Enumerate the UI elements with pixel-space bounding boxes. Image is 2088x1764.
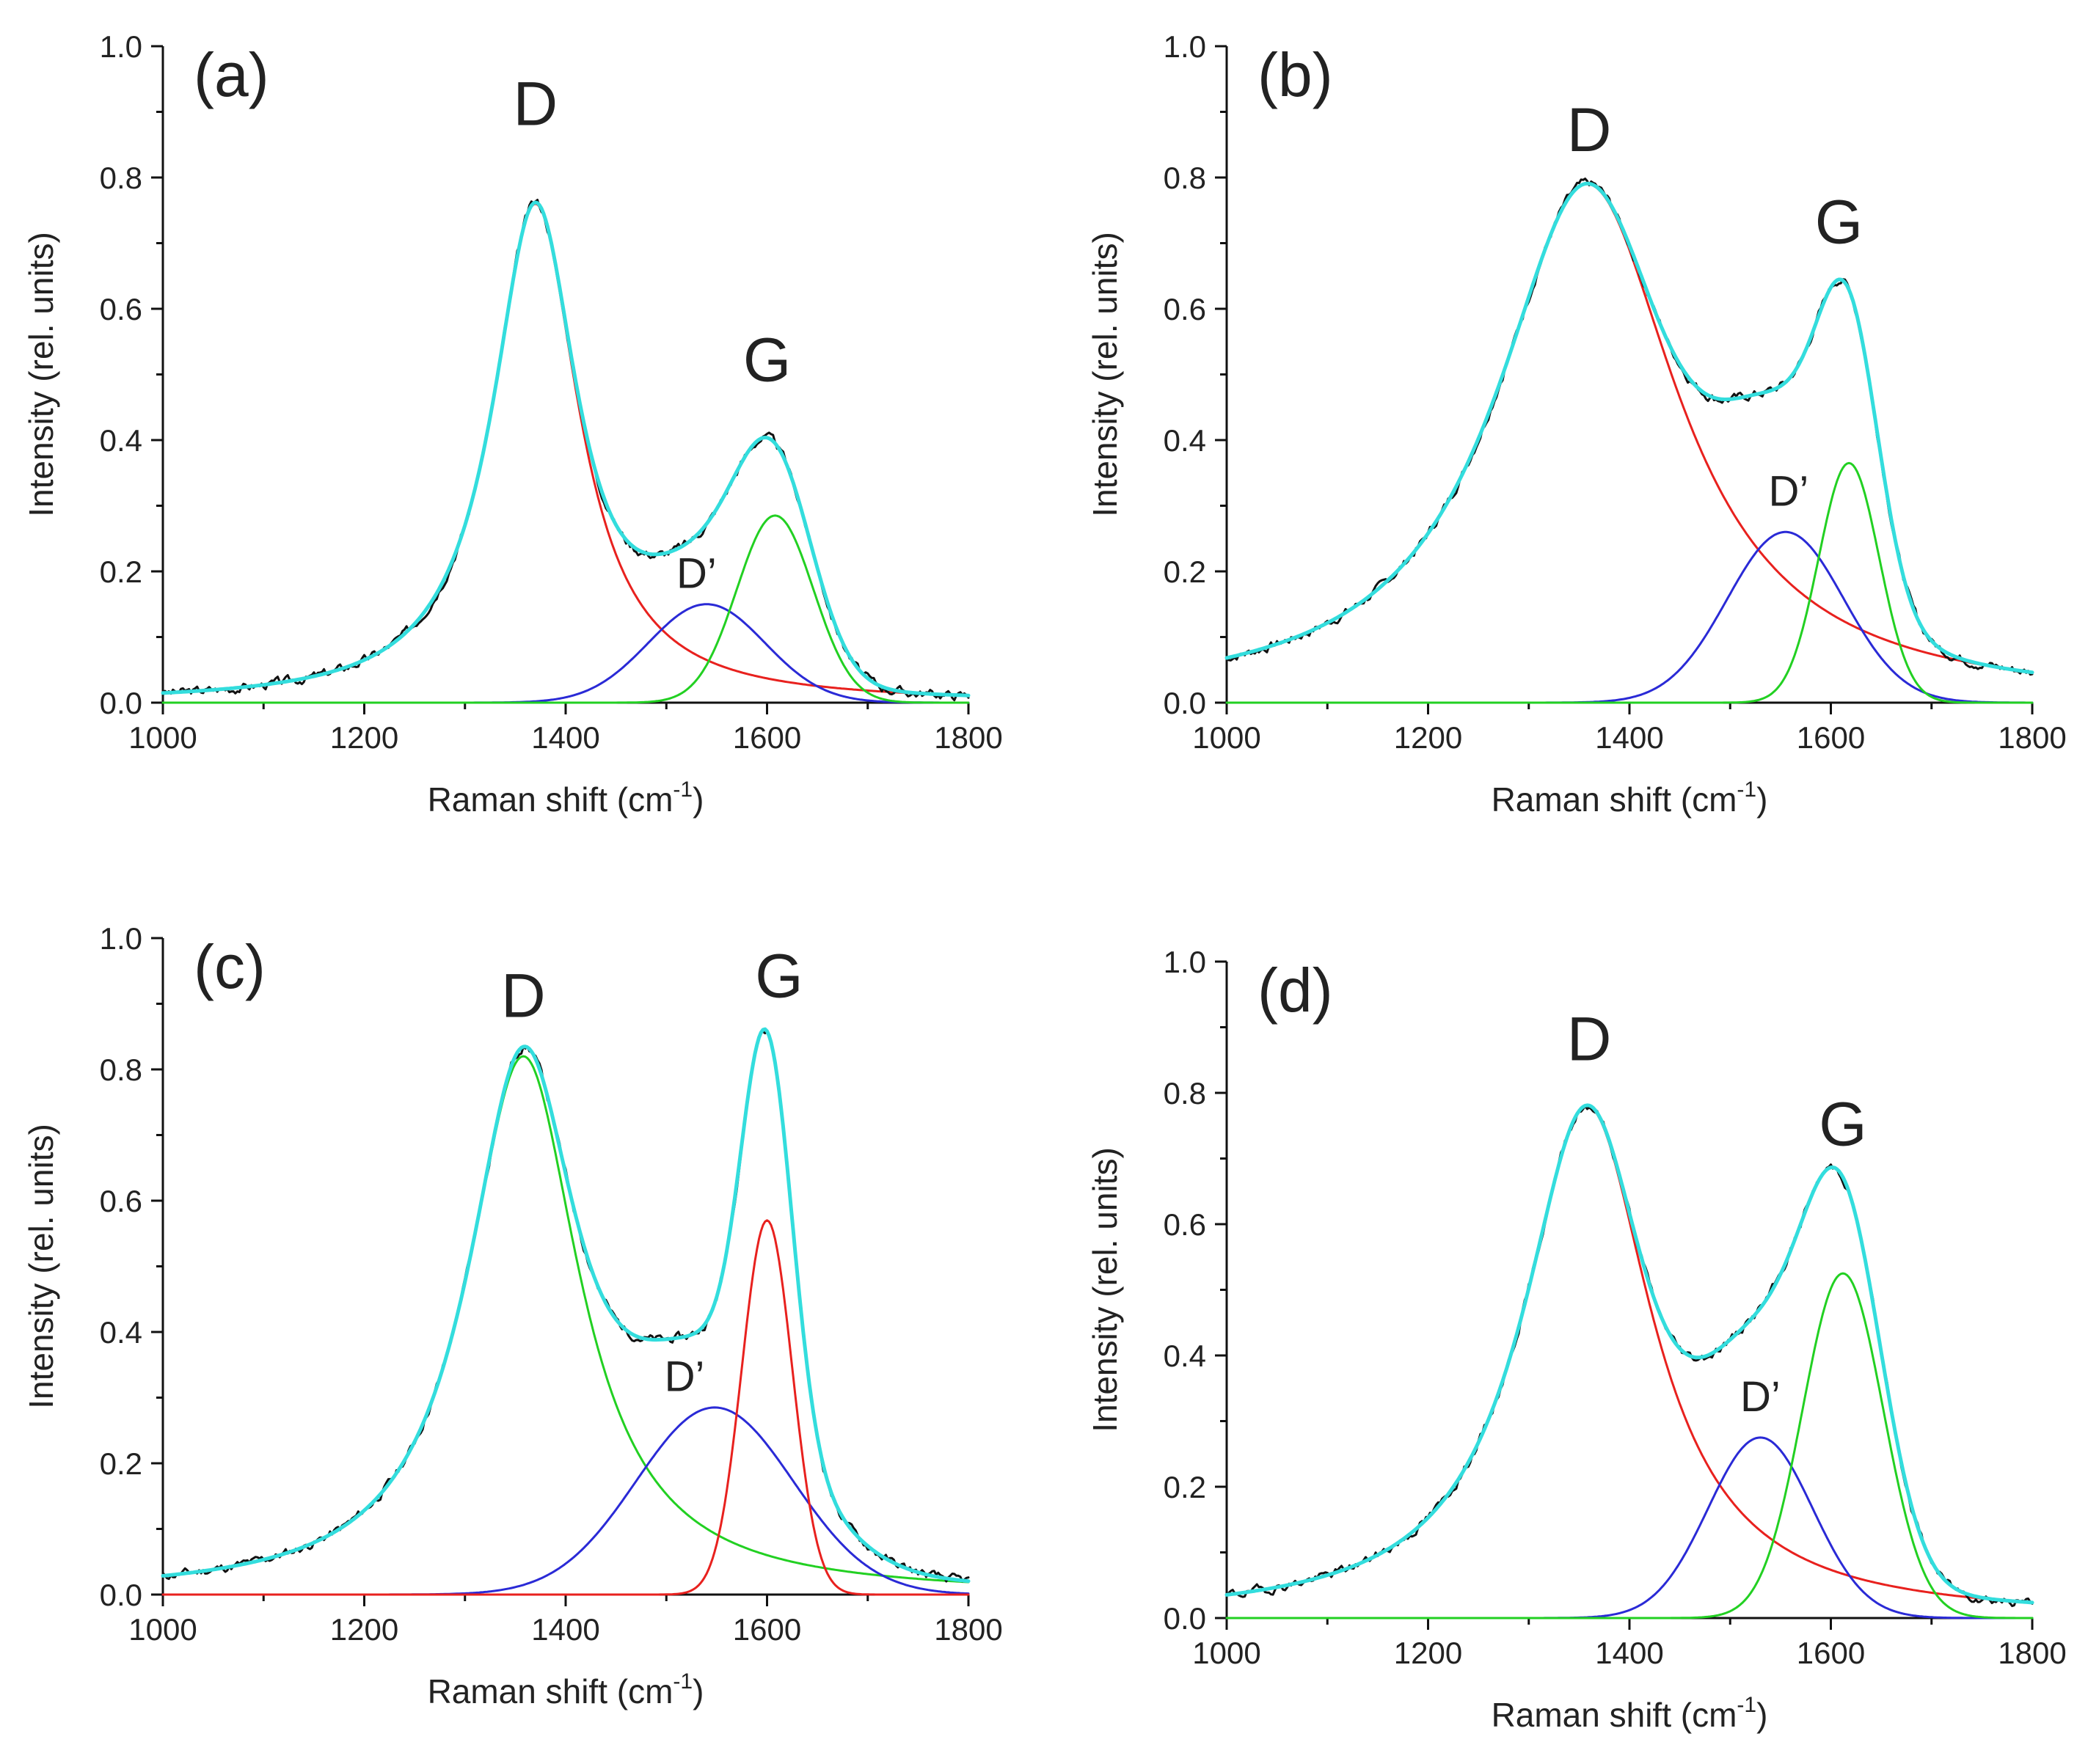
cumulative-fit-curve (161, 1027, 971, 1584)
y-tick-label: 1.0 (100, 29, 142, 64)
y-tick-label: 0.6 (1164, 1207, 1206, 1242)
panel-c: 1000 1200 1400 1600 1800 0.0 0.2 0.4 0.6 0.8 1.0 Ra… (22, 921, 1003, 1710)
panel-d: 1000 1200 1400 1600 1800 0.0 0.2 0.4 0.6 0.8 1.0 Ra… (1086, 945, 2067, 1734)
panel-label: (b) (1257, 40, 1333, 109)
x-tick-label: 1400 (1595, 1636, 1663, 1670)
x-axis-title: Raman shift (cm-1) (1492, 777, 1768, 819)
peak-label: G (755, 942, 803, 1011)
y-tick-label: 0.8 (100, 1053, 142, 1087)
x-tick-label: 1400 (531, 720, 599, 755)
cumulative-fit-curve (161, 200, 971, 698)
y-tick-label: 1.0 (100, 921, 142, 956)
experimental-spectrum (161, 1030, 970, 1583)
component-curve-G (161, 1219, 970, 1596)
peak-label: D’ (1740, 1373, 1781, 1421)
peak-label: D (1567, 95, 1612, 164)
y-tick-label: 0.6 (100, 292, 142, 326)
cumulative-fit-curve (1224, 1103, 2034, 1605)
y-tick-label: 0.6 (100, 1184, 142, 1218)
y-tick-label: 0.0 (100, 1578, 142, 1612)
y-tick-label: 0.4 (1164, 423, 1206, 458)
peak-label: D’ (665, 1353, 705, 1401)
component-curve-D (161, 202, 970, 697)
panel-label: (c) (194, 932, 266, 1001)
y-tick-label: 0.2 (1164, 1470, 1206, 1504)
x-tick-label: 1600 (1797, 1636, 1865, 1670)
component-curve-G (1225, 1272, 2034, 1620)
x-tick-label: 1800 (934, 720, 1002, 755)
component-curve-Dprime (1225, 530, 2034, 704)
x-tick-label: 1200 (330, 1612, 398, 1647)
x-tick-label: 1000 (128, 1612, 197, 1647)
peak-label: D (513, 69, 558, 138)
x-axis-title: Raman shift (cm-1) (428, 1669, 704, 1710)
peak-label: D (1567, 1004, 1612, 1073)
y-tick-label: 0.2 (1164, 555, 1206, 589)
peak-label: D’ (676, 549, 717, 597)
x-tick-label: 1600 (1797, 720, 1865, 755)
cumulative-fit-curve (1224, 181, 2034, 675)
experimental-spectrum (1225, 1105, 2034, 1608)
y-tick-label: 1.0 (1164, 29, 1206, 64)
x-tick-label: 1000 (1192, 1636, 1260, 1670)
y-axis-title: Intensity (rel. units) (1086, 232, 1124, 517)
y-tick-label: 0.4 (100, 423, 142, 458)
x-tick-label: 1200 (1394, 720, 1462, 755)
peak-label: D (501, 961, 546, 1030)
y-axis-title: Intensity (rel. units) (1086, 1147, 1124, 1432)
y-axis-title: Intensity (rel. units) (22, 232, 60, 517)
panel-a: 1000 1200 1400 1600 1800 0.0 0.2 0.4 0.6 0.8 1.0 Ra… (22, 29, 1003, 819)
panel-label: (d) (1257, 956, 1333, 1025)
x-tick-label: 1200 (330, 720, 398, 755)
x-tick-label: 1600 (733, 720, 801, 755)
experimental-spectrum (161, 199, 970, 702)
panel-label: (a) (194, 40, 269, 109)
x-tick-label: 1000 (128, 720, 197, 755)
panel-b: 1000 1200 1400 1600 1800 0.0 0.2 0.4 0.6 0.8 1.0 Ra… (1086, 29, 2067, 819)
component-curve-D (161, 1055, 970, 1584)
y-tick-label: 0.8 (1164, 161, 1206, 195)
y-tick-label: 1.0 (1164, 945, 1206, 979)
y-tick-label: 0.2 (100, 555, 142, 589)
component-curve-G (161, 514, 970, 704)
component-curve-D (1225, 1105, 2034, 1604)
peak-label: G (1815, 188, 1863, 257)
y-axis-title: Intensity (rel. units) (22, 1124, 60, 1409)
x-tick-label: 1000 (1192, 720, 1260, 755)
x-axis-title: Raman shift (cm-1) (1492, 1693, 1768, 1734)
x-tick-label: 1400 (531, 1612, 599, 1647)
component-curve-Dprime (1225, 1436, 2034, 1620)
y-tick-label: 0.6 (1164, 292, 1206, 326)
x-axis-title: Raman shift (cm-1) (428, 777, 704, 819)
component-curve-Dprime (161, 1406, 970, 1596)
y-tick-label: 0.0 (100, 686, 142, 720)
y-tick-label: 0.0 (1164, 1601, 1206, 1636)
x-tick-label: 1200 (1394, 1636, 1462, 1670)
x-tick-label: 1400 (1595, 720, 1663, 755)
y-tick-label: 0.0 (1164, 686, 1206, 720)
y-tick-label: 0.2 (100, 1446, 142, 1481)
y-tick-label: 0.8 (1164, 1076, 1206, 1110)
y-tick-label: 0.8 (100, 161, 142, 195)
y-tick-label: 0.4 (100, 1315, 142, 1350)
peak-label: G (743, 325, 791, 394)
x-tick-label: 1800 (934, 1612, 1002, 1647)
x-tick-label: 1800 (1998, 1636, 2066, 1670)
peak-label: G (1819, 1090, 1866, 1159)
component-curve-G (1225, 461, 2034, 704)
y-tick-label: 0.4 (1164, 1339, 1206, 1373)
x-tick-label: 1800 (1998, 720, 2066, 755)
x-tick-label: 1600 (733, 1612, 801, 1647)
peak-label: D’ (1768, 468, 1808, 516)
